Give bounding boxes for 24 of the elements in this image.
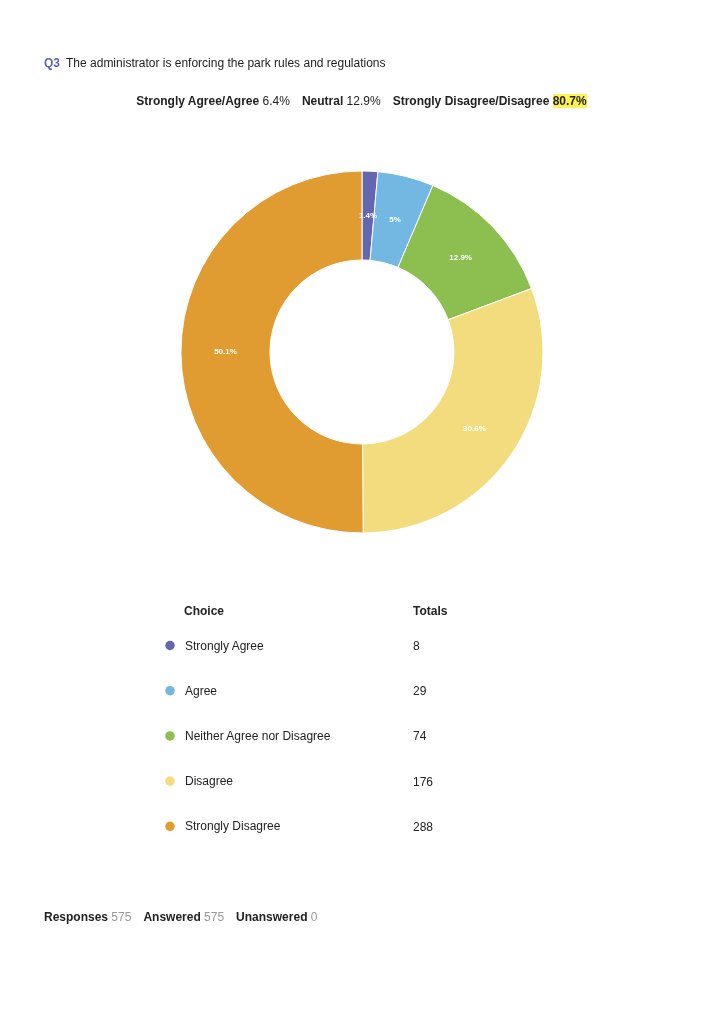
legend-label: Agree <box>185 683 218 698</box>
text: 29 <box>413 684 427 699</box>
text: Neutral 12.9% <box>301 94 381 108</box>
data-label: 50.1% <box>214 347 237 357</box>
data-label: 12.9% <box>449 252 472 262</box>
text: Answered 575 <box>143 910 225 924</box>
text: Q3 <box>44 56 61 70</box>
chart-title: The administrator is enforcing the park rules and regulations <box>66 56 386 70</box>
text: 74 <box>413 729 427 744</box>
legend-label: Strongly Disagree <box>185 819 281 834</box>
text: 176 <box>413 774 434 789</box>
text: Totals <box>413 604 448 618</box>
legend-label: Disagree <box>185 774 234 789</box>
legend-label: Neither Agree nor Disagree <box>185 728 331 743</box>
legend-label: Strongly Agree <box>185 638 265 653</box>
legend-title: Choice <box>184 604 225 618</box>
data-label: 5% <box>389 214 401 224</box>
data-label: 30.6% <box>463 424 486 434</box>
text: Unanswered 0 <box>236 910 318 924</box>
text: 288 <box>413 819 434 834</box>
text: Strongly Disagree/Disagree 80.7% <box>392 94 587 108</box>
text: 8 <box>413 639 420 653</box>
text: Strongly Agree/Agree 6.4% <box>136 94 290 108</box>
text: Responses 575 <box>44 910 132 924</box>
